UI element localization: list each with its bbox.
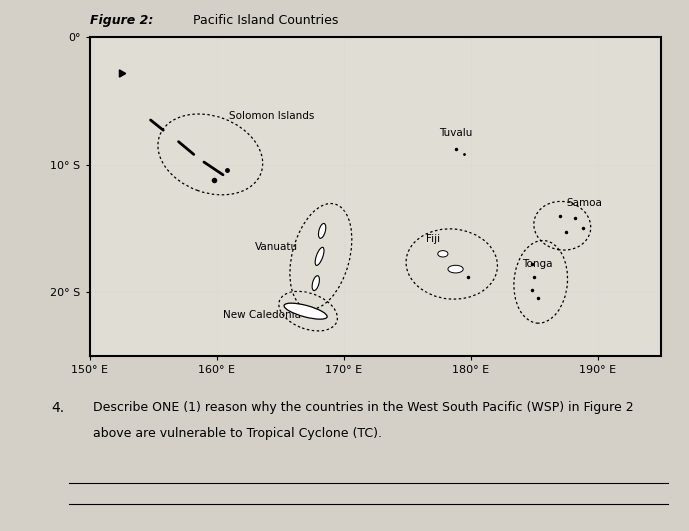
Ellipse shape: [312, 276, 320, 290]
Text: Describe ONE (1) reason why the countries in the West South Pacific (WSP) in Fig: Describe ONE (1) reason why the countrie…: [93, 401, 634, 414]
Text: Pacific Island Countries: Pacific Island Countries: [193, 14, 338, 27]
Ellipse shape: [448, 266, 463, 273]
Text: Fiji: Fiji: [426, 234, 440, 244]
Ellipse shape: [284, 303, 327, 319]
Text: above are vulnerable to Tropical Cyclone (TC).: above are vulnerable to Tropical Cyclone…: [93, 427, 382, 440]
Text: New Caledonia: New Caledonia: [223, 310, 301, 320]
Text: 4.: 4.: [52, 401, 65, 415]
Ellipse shape: [315, 247, 324, 266]
Text: Tuvalu: Tuvalu: [439, 128, 473, 138]
Text: Figure 2:: Figure 2:: [90, 14, 153, 27]
Ellipse shape: [438, 251, 448, 257]
Text: Vanuatu: Vanuatu: [255, 243, 298, 252]
Text: Samoa: Samoa: [566, 198, 602, 208]
Ellipse shape: [318, 224, 326, 238]
Text: Solomon Islands: Solomon Islands: [229, 111, 315, 121]
Text: Tonga: Tonga: [522, 259, 552, 269]
